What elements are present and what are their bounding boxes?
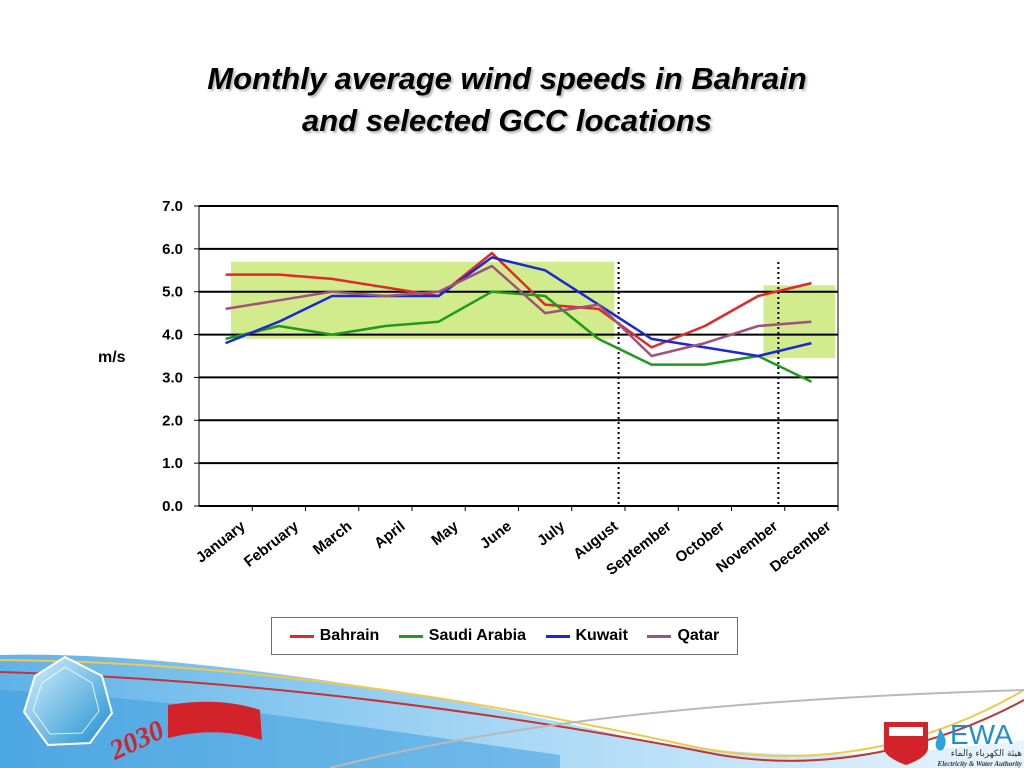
series-lines	[225, 251, 812, 383]
ewa-subtitle-text: Electricity & Water Authority	[937, 760, 1023, 768]
legend-label: Kuwait	[575, 627, 628, 644]
y-axis-tick-labels: 0.0 1.0 2.0 3.0 4.0 5.0 6.0 7.0	[162, 198, 199, 515]
legend-label: Qatar	[677, 627, 720, 644]
ewa-arabic-text: هيئة الكهرباء والماء	[951, 749, 1023, 759]
water-drop-icon	[935, 728, 946, 751]
period-dividers	[617, 262, 780, 506]
legend-label: Bahrain	[319, 627, 380, 644]
legend-label: Saudi Arabia	[428, 627, 527, 644]
series-line	[225, 264, 812, 358]
legend-swatch	[545, 634, 570, 638]
y-tick-label: 3.0	[162, 369, 183, 386]
series-line	[225, 251, 812, 349]
y-tick-label: 2.0	[162, 412, 183, 429]
legend-entry: Qatar	[647, 627, 719, 645]
title-line-1: Monthly average wind speeds in Bahrain	[207, 61, 807, 96]
legend-entry: Saudi Arabia	[398, 627, 527, 645]
title-line-2: and selected GCC locations	[302, 103, 712, 138]
y-tick-label: 4.0	[162, 327, 183, 344]
ewa-logo-text: EWA	[950, 719, 1013, 750]
legend-entry: Bahrain	[289, 627, 380, 645]
y-tick-label: 5.0	[162, 284, 183, 301]
y-tick-label: 6.0	[162, 241, 183, 258]
y-tick-label: 1.0	[162, 455, 183, 472]
chart-legend: Bahrain Saudi Arabia Kuwait Qatar	[271, 617, 738, 655]
y-tick-label: 7.0	[162, 198, 183, 215]
legend-entry: Kuwait	[545, 627, 628, 645]
y-tick-label: 0.0	[162, 498, 183, 515]
series-line	[225, 290, 812, 383]
legend-swatch	[398, 634, 423, 638]
slide-title: Monthly average wind speeds in Bahrain a…	[0, 58, 1014, 142]
legend-swatch	[289, 634, 314, 638]
y-axis-label: m/s	[98, 349, 126, 366]
series-line	[225, 256, 812, 358]
bahrain-flag-ribbon-icon	[168, 701, 262, 740]
legend-swatch	[647, 634, 672, 638]
